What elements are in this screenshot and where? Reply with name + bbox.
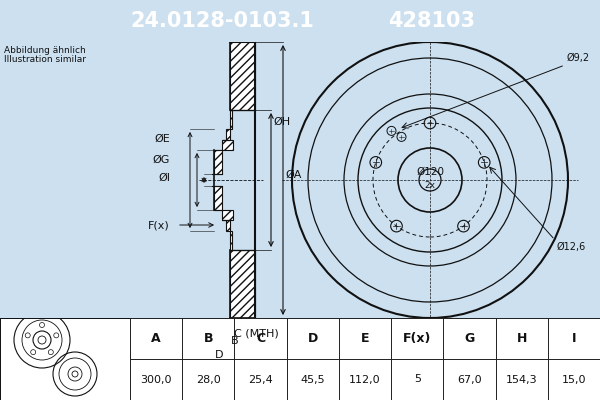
- Text: B: B: [231, 336, 239, 346]
- Bar: [130, 318, 182, 359]
- Text: 25,4: 25,4: [248, 374, 273, 384]
- Text: 2x: 2x: [425, 180, 436, 190]
- Text: ØE: ØE: [154, 134, 170, 144]
- Bar: [443, 318, 496, 359]
- Bar: [182, 359, 235, 400]
- Text: ØA: ØA: [285, 170, 301, 180]
- Text: 300,0: 300,0: [140, 374, 172, 384]
- Bar: [339, 318, 391, 359]
- Polygon shape: [214, 186, 222, 210]
- Bar: [391, 318, 443, 359]
- Polygon shape: [222, 220, 232, 250]
- Text: ØI: ØI: [158, 173, 170, 183]
- Text: B: B: [203, 332, 213, 345]
- Text: ØG: ØG: [152, 155, 170, 165]
- Polygon shape: [222, 110, 232, 140]
- Bar: [235, 359, 287, 400]
- Bar: [287, 318, 339, 359]
- Bar: [548, 318, 600, 359]
- Bar: [391, 359, 443, 400]
- Text: D: D: [215, 350, 223, 360]
- Text: I: I: [572, 332, 576, 345]
- Text: C (MTH): C (MTH): [234, 328, 279, 338]
- Text: F(x): F(x): [403, 332, 431, 345]
- Text: F(x): F(x): [148, 220, 170, 230]
- Text: 45,5: 45,5: [301, 374, 325, 384]
- Text: 67,0: 67,0: [457, 374, 482, 384]
- Text: 5: 5: [414, 374, 421, 384]
- Text: Ø9,2: Ø9,2: [567, 53, 590, 63]
- Text: 112,0: 112,0: [349, 374, 381, 384]
- Text: D: D: [308, 332, 318, 345]
- Bar: [0, 318, 130, 400]
- Bar: [443, 359, 496, 400]
- Text: E: E: [361, 332, 369, 345]
- Text: 28,0: 28,0: [196, 374, 221, 384]
- Bar: [496, 359, 548, 400]
- Text: 15,0: 15,0: [562, 374, 586, 384]
- Bar: [235, 318, 287, 359]
- Polygon shape: [214, 150, 222, 174]
- Bar: [287, 359, 339, 400]
- Text: 24.0128-0103.1: 24.0128-0103.1: [130, 11, 314, 31]
- Bar: [339, 359, 391, 400]
- Text: ØH: ØH: [273, 117, 290, 127]
- Text: H: H: [517, 332, 527, 345]
- Bar: [130, 359, 182, 400]
- Polygon shape: [230, 42, 255, 110]
- Polygon shape: [222, 210, 233, 220]
- Text: Ø12,6: Ø12,6: [557, 242, 586, 252]
- Text: Abbildung ähnlich: Abbildung ähnlich: [4, 46, 86, 55]
- Bar: [548, 359, 600, 400]
- Text: 428103: 428103: [389, 11, 476, 31]
- Text: 154,3: 154,3: [506, 374, 538, 384]
- Bar: [496, 318, 548, 359]
- Text: A: A: [151, 332, 161, 345]
- Text: Illustration similar: Illustration similar: [4, 55, 86, 64]
- Polygon shape: [222, 140, 233, 150]
- Text: Ø120: Ø120: [416, 167, 444, 177]
- Text: C: C: [256, 332, 265, 345]
- Polygon shape: [230, 250, 255, 318]
- Bar: [182, 318, 235, 359]
- Text: G: G: [464, 332, 475, 345]
